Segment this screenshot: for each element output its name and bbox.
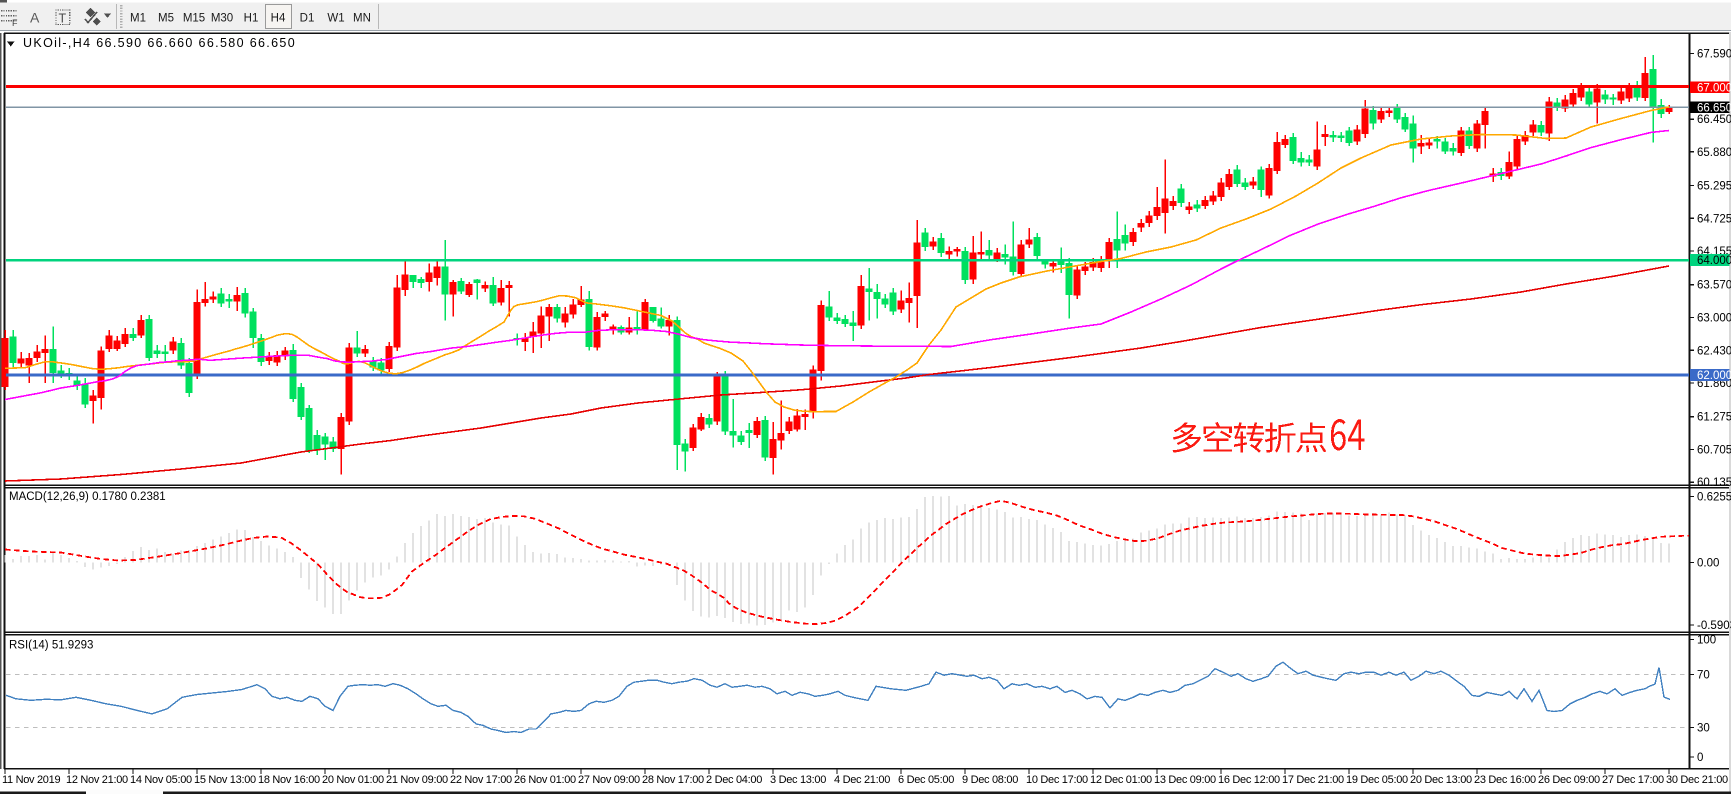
svg-text:16 Dec 12:00: 16 Dec 12:00 — [1218, 774, 1280, 786]
svg-text:12 Dec 01:00: 12 Dec 01:00 — [1090, 774, 1152, 786]
svg-text:M1: M1 — [130, 13, 146, 25]
svg-text:RSI(14) 51.9293: RSI(14) 51.9293 — [9, 640, 93, 652]
svg-text:21 Nov 09:00: 21 Nov 09:00 — [386, 774, 448, 786]
svg-text:63.000: 63.000 — [1697, 313, 1731, 325]
svg-text:70: 70 — [1697, 670, 1710, 682]
svg-text:9 Dec 08:00: 9 Dec 08:00 — [962, 774, 1018, 786]
svg-text:-0.5903: -0.5903 — [1697, 620, 1731, 632]
svg-text:62.430: 62.430 — [1697, 345, 1731, 357]
svg-text:0.00: 0.00 — [1697, 558, 1719, 570]
svg-text:2 Dec 04:00: 2 Dec 04:00 — [706, 774, 762, 786]
svg-text:27 Dec 17:00: 27 Dec 17:00 — [1602, 774, 1664, 786]
svg-text:63.570: 63.570 — [1697, 280, 1731, 292]
svg-text:64.000: 64.000 — [1697, 255, 1731, 267]
svg-text:17 Dec 21:00: 17 Dec 21:00 — [1282, 774, 1344, 786]
svg-text:61.275: 61.275 — [1697, 412, 1731, 424]
svg-text:26 Dec 09:00: 26 Dec 09:00 — [1538, 774, 1600, 786]
svg-text:22 Nov 17:00: 22 Nov 17:00 — [450, 774, 512, 786]
svg-text:60.135: 60.135 — [1697, 477, 1731, 489]
svg-text:60.705: 60.705 — [1697, 445, 1731, 457]
svg-text:65.880: 65.880 — [1697, 147, 1731, 159]
svg-text:30: 30 — [1697, 723, 1710, 735]
svg-text:MN: MN — [353, 13, 371, 25]
svg-text:15 Nov 13:00: 15 Nov 13:00 — [194, 774, 256, 786]
svg-text:67.590: 67.590 — [1697, 49, 1731, 61]
svg-text:20 Dec 13:00: 20 Dec 13:00 — [1410, 774, 1472, 786]
svg-text:11 Nov 2019: 11 Nov 2019 — [2, 774, 60, 786]
svg-text:66.450: 66.450 — [1697, 114, 1731, 126]
svg-text:20 Nov 01:00: 20 Nov 01:00 — [322, 774, 384, 786]
svg-text:H1: H1 — [244, 13, 259, 25]
svg-text:14 Nov 05:00: 14 Nov 05:00 — [130, 774, 192, 786]
svg-text:61.860: 61.860 — [1697, 378, 1731, 390]
svg-text:3 Dec 13:00: 3 Dec 13:00 — [770, 774, 826, 786]
svg-text:30 Dec 21:00: 30 Dec 21:00 — [1666, 774, 1728, 786]
svg-text:MACD(12,26,9) 0.1780 0.2381: MACD(12,26,9) 0.1780 0.2381 — [9, 491, 166, 503]
svg-text:66.650: 66.650 — [1697, 102, 1731, 114]
svg-text:18 Nov 16:00: 18 Nov 16:00 — [258, 774, 320, 786]
svg-text:100: 100 — [1697, 635, 1716, 647]
svg-text:T: T — [59, 12, 67, 26]
svg-text:27 Nov 09:00: 27 Nov 09:00 — [578, 774, 640, 786]
svg-text:23 Dec 16:00: 23 Dec 16:00 — [1474, 774, 1536, 786]
svg-text:M15: M15 — [183, 13, 205, 25]
svg-text:13 Dec 09:00: 13 Dec 09:00 — [1154, 774, 1216, 786]
svg-text:W1: W1 — [327, 13, 344, 25]
svg-text:D1: D1 — [300, 13, 315, 25]
svg-text:6 Dec 05:00: 6 Dec 05:00 — [898, 774, 954, 786]
svg-text:64.725: 64.725 — [1697, 213, 1731, 225]
svg-text:UKOil-,H4 66.590 66.660 66.58: UKOil-,H4 66.590 66.660 66.580 66.650 — [23, 36, 296, 50]
svg-text:F: F — [12, 18, 18, 28]
svg-text:12 Nov 21:00: 12 Nov 21:00 — [66, 774, 128, 786]
svg-text:4 Dec 21:00: 4 Dec 21:00 — [834, 774, 890, 786]
svg-text:0.6255: 0.6255 — [1697, 492, 1731, 504]
svg-text:0: 0 — [1697, 752, 1703, 764]
svg-text:10 Dec 17:00: 10 Dec 17:00 — [1026, 774, 1088, 786]
svg-text:M5: M5 — [158, 13, 174, 25]
svg-text:H4: H4 — [271, 13, 286, 25]
svg-text:28 Nov 17:00: 28 Nov 17:00 — [642, 774, 704, 786]
svg-text:19 Dec 05:00: 19 Dec 05:00 — [1346, 774, 1408, 786]
svg-text:A: A — [30, 10, 40, 26]
svg-text:67.000: 67.000 — [1697, 83, 1731, 95]
svg-text:65.295: 65.295 — [1697, 181, 1731, 193]
svg-text:26 Nov 01:00: 26 Nov 01:00 — [514, 774, 576, 786]
svg-text:M30: M30 — [211, 13, 233, 25]
svg-text:62.000: 62.000 — [1697, 370, 1731, 382]
